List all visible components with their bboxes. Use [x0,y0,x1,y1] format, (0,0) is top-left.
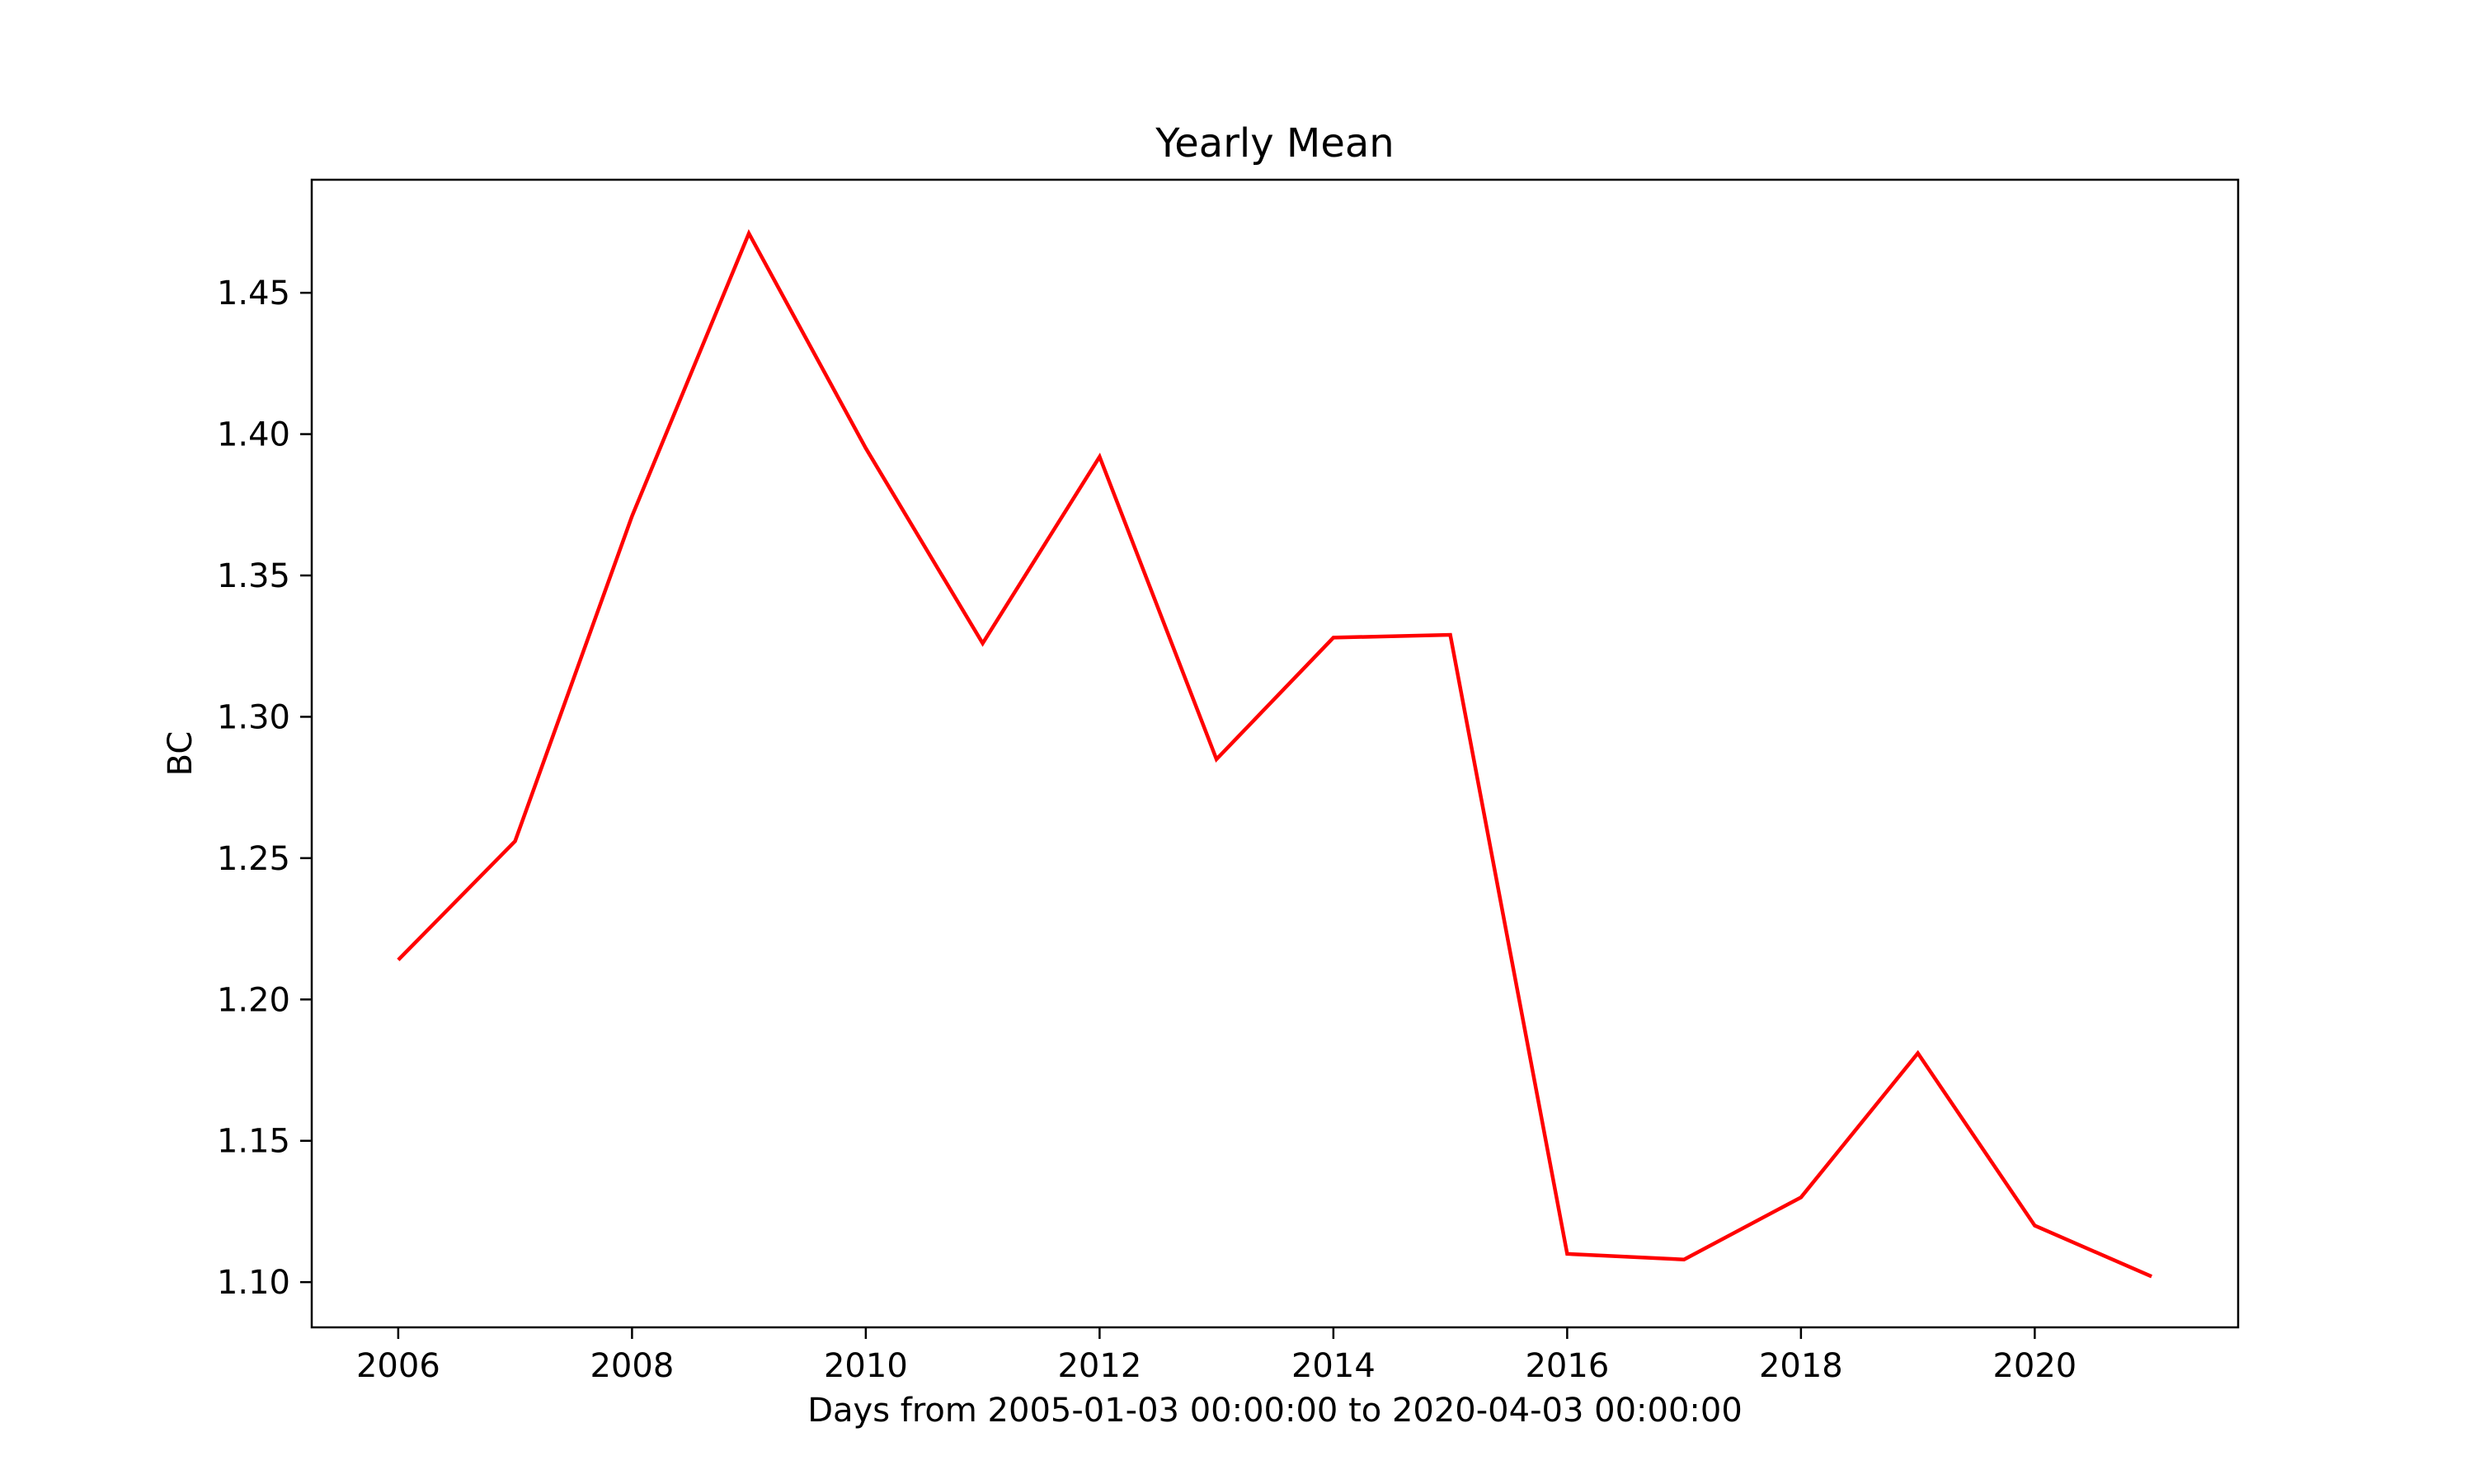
y-tick-label: 1.45 [217,275,290,312]
plot-frame [310,178,2240,1329]
y-axis-label: BC [162,731,200,777]
x-tick-label: 2018 [1759,1347,1843,1385]
y-tick-label: 1.15 [217,1123,290,1161]
y-tick-label: 1.30 [217,698,290,736]
y-tick-label: 1.25 [217,840,290,878]
x-tick-label: 2014 [1291,1347,1376,1385]
x-tick-label: 2020 [1992,1347,2077,1385]
y-tick-label: 1.40 [217,416,290,454]
series-layer [397,228,2152,1279]
series-line [397,228,2152,1279]
x-axis-ticks: 2006 2008 2010 2012 2014 2016 2018 2020 [356,1327,2077,1385]
y-tick-label: 1.20 [217,981,290,1019]
x-tick-label: 2006 [356,1347,440,1385]
x-tick-label: 2016 [1525,1347,1609,1385]
y-axis-ticks: 1.10 1.15 1.20 1.25 1.30 1.35 1.40 1.45 [217,275,312,1302]
y-tick-label: 1.35 [217,557,290,595]
chart-title: Yearly Mean [1155,120,1394,167]
y-tick-label: 1.10 [217,1264,290,1302]
x-tick-label: 2010 [824,1347,908,1385]
x-tick-label: 2012 [1057,1347,1141,1385]
x-tick-label: 2008 [590,1347,674,1385]
x-axis-label: Days from 2005-01-03 00:00:00 to 2020-04… [807,1392,1743,1430]
